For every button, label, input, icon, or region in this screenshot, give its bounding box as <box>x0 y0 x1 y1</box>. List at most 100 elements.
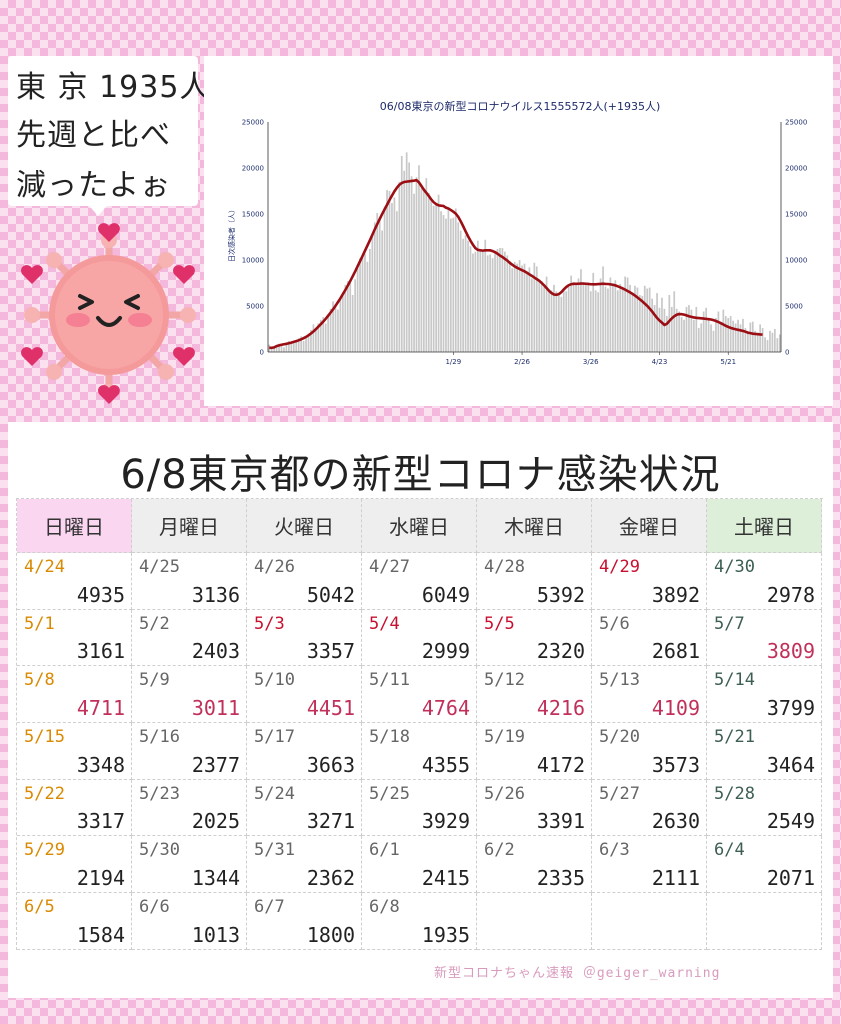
cell-date: 4/26 <box>254 557 295 577</box>
daily-cases-bar <box>570 275 572 352</box>
cell-date: 5/18 <box>369 727 410 748</box>
daily-cases-bar <box>339 298 342 352</box>
daily-cases-bar <box>376 213 379 352</box>
table-cell: 5/31 2362 <box>247 836 362 894</box>
cell-value: 1344 <box>191 866 240 891</box>
table-cell: 5/18 4355 <box>362 723 477 780</box>
table-cell: 5/17 3663 <box>247 723 362 780</box>
daily-cases-bar <box>295 340 298 352</box>
daily-cases-bar <box>774 329 776 352</box>
daily-cases-bar <box>457 222 460 352</box>
daily-cases-bar <box>418 165 420 352</box>
daily-cases-bar <box>337 309 339 352</box>
daily-cases-bar <box>302 340 305 352</box>
table-cell: 4/24 4935 <box>17 553 132 610</box>
cell-date: 6/5 <box>24 897 55 918</box>
cell-value: 2978 <box>766 582 815 607</box>
cell-value: 2362 <box>306 866 355 891</box>
daily-cases-bar <box>319 319 322 352</box>
cell-date: 5/8 <box>24 670 55 691</box>
daily-cases-bar <box>567 286 570 352</box>
daily-cases-bar <box>715 317 717 352</box>
table-cell: 5/3 3357 <box>247 609 362 667</box>
daily-cases-bar <box>278 343 280 352</box>
daily-cases-bar <box>646 288 649 352</box>
daily-cases-bar <box>292 341 295 352</box>
cell-date: 5/9 <box>139 670 170 691</box>
cell-date: 5/1 <box>24 613 55 634</box>
cell-date: 6/4 <box>714 840 745 861</box>
cell-value: 3271 <box>306 809 355 834</box>
daily-cases-bar <box>656 293 658 352</box>
y-tick-label: 20000 <box>785 165 807 173</box>
daily-cases-bar <box>653 305 656 352</box>
daily-cases-bar <box>469 246 472 352</box>
daily-cases-bar <box>383 206 386 352</box>
cell-value: 5392 <box>536 582 585 607</box>
table-cell: 5/8 4711 <box>17 666 132 724</box>
daily-cases-bar <box>324 323 327 352</box>
chart-panel: 06/08東京の新型コロナウイルス1555572人(+1935人) 日次感染者（… <box>204 56 833 406</box>
daily-cases-bar <box>464 235 467 352</box>
daily-cases-bar <box>415 177 418 352</box>
daily-cases-bar <box>683 319 685 352</box>
cell-date: 5/25 <box>369 783 410 804</box>
cell-value: 3161 <box>76 639 125 664</box>
daily-cases-bar <box>285 342 288 352</box>
daily-cases-bar <box>751 321 754 352</box>
daily-cases-bar <box>506 255 509 352</box>
daily-cases-bar <box>268 344 271 352</box>
daily-cases-bar <box>354 279 356 352</box>
cell-date: 5/7 <box>714 613 745 634</box>
daily-cases-bar <box>592 272 595 352</box>
table-cell: 6/7 1800 <box>247 893 362 950</box>
cell-date: 5/3 <box>254 613 285 634</box>
daily-cases-bar <box>450 218 452 352</box>
table-cell: 5/15 3348 <box>17 723 132 780</box>
cell-value: 3809 <box>766 639 815 664</box>
y-tick-label: 0 <box>260 349 264 357</box>
daily-cases-bar <box>344 284 347 352</box>
cell-date: 6/1 <box>369 840 400 861</box>
y-tick-label: 10000 <box>785 257 807 265</box>
table-cell: 5/25 3929 <box>362 779 477 837</box>
daily-cases-bar <box>442 214 445 352</box>
daily-cases-bar <box>545 276 548 352</box>
daily-cases-bar <box>270 348 273 352</box>
daily-cases-bar <box>712 330 715 352</box>
cases-chart: 06/08東京の新型コロナウイルス1555572人(+1935人) 日次感染者（… <box>227 99 807 366</box>
daily-cases-bar <box>454 208 457 352</box>
x-tick-label: 4/23 <box>652 358 668 366</box>
daily-cases-bar <box>361 256 364 352</box>
daily-cases-bar <box>315 328 317 352</box>
daily-cases-bar <box>288 340 290 352</box>
daily-cases-bar <box>690 309 693 352</box>
daily-cases-bar <box>548 290 550 352</box>
daily-cases-bar <box>332 301 334 352</box>
cell-date: 5/29 <box>24 840 65 861</box>
daily-cases-bar <box>496 248 499 352</box>
daily-cases-bar <box>734 323 737 352</box>
table-cell: 5/22 3317 <box>17 779 132 837</box>
daily-cases-bar <box>477 240 479 352</box>
daily-cases-bar <box>425 178 428 352</box>
daily-cases-bar <box>408 162 410 352</box>
cell-date: 5/23 <box>139 783 180 804</box>
cell-value: 2377 <box>191 752 240 777</box>
y-tick-label: 5000 <box>785 303 803 311</box>
cell-date: 5/20 <box>599 727 640 748</box>
daily-cases-bar <box>405 152 408 352</box>
daily-cases-bar <box>400 156 403 352</box>
table-cell: 6/6 1013 <box>132 893 247 950</box>
daily-cases-bar <box>346 281 349 352</box>
cell-value: 3317 <box>76 809 125 834</box>
table-cell: 5/23 2025 <box>132 779 247 837</box>
daily-cases-bar <box>459 230 462 352</box>
daily-cases-bar <box>766 340 769 352</box>
daily-cases-bar <box>535 266 538 352</box>
x-tick-label: 2/26 <box>514 358 530 366</box>
daily-cases-bar <box>538 279 541 352</box>
daily-cases-bar <box>727 317 730 352</box>
daily-cases-bar <box>540 281 543 352</box>
daily-cases-bar <box>329 308 332 352</box>
